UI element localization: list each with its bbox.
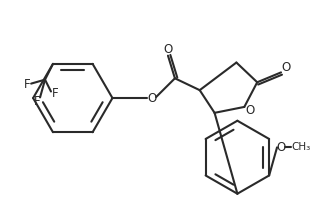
Text: O: O (163, 43, 173, 56)
Text: F: F (34, 95, 40, 108)
Text: O: O (281, 61, 291, 74)
Text: O: O (246, 104, 255, 117)
Text: F: F (51, 87, 58, 100)
Text: O: O (148, 92, 157, 105)
Text: F: F (24, 78, 30, 91)
Text: CH₃: CH₃ (291, 142, 311, 152)
Text: O: O (277, 141, 286, 154)
